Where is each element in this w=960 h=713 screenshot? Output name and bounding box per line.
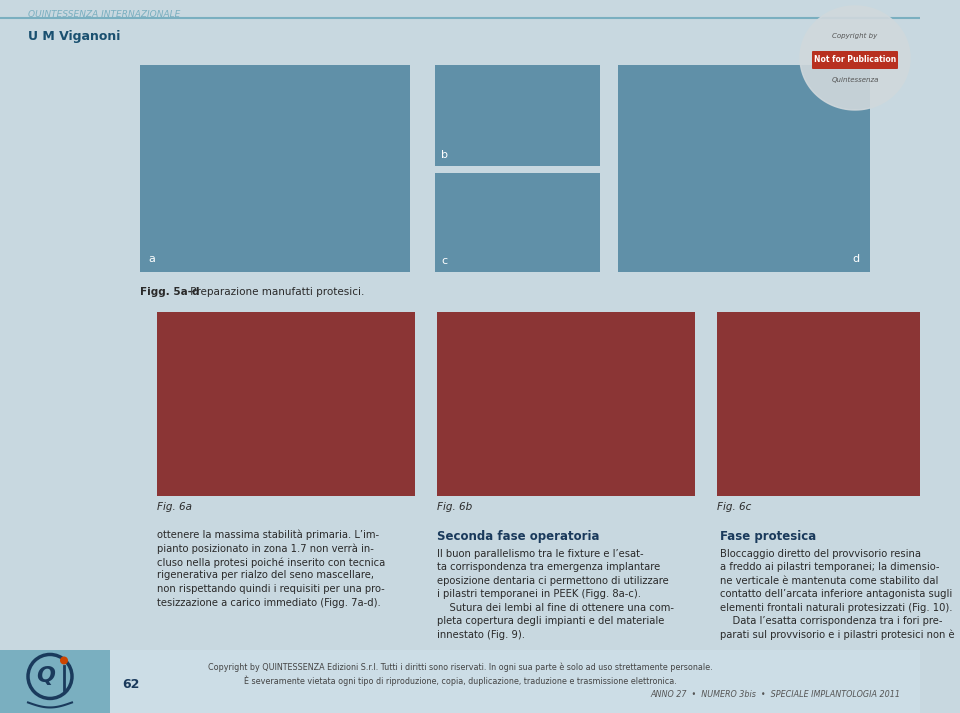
Text: Q: Q — [36, 667, 56, 687]
Text: Copyright by: Copyright by — [832, 33, 877, 39]
Text: QUINTESSENZA INTERNAZIONALE: QUINTESSENZA INTERNAZIONALE — [28, 10, 180, 19]
Text: ANNO 27  •  NUMERO 3bis  •  SPECIALE IMPLANTOLOGIA 2011: ANNO 27 • NUMERO 3bis • SPECIALE IMPLANT… — [650, 690, 900, 699]
Text: c: c — [441, 256, 447, 266]
Text: Fig. 6c: Fig. 6c — [717, 502, 752, 512]
Text: Figg. 5a-d: Figg. 5a-d — [140, 287, 200, 297]
Bar — [140, 65, 410, 272]
Bar — [435, 173, 600, 272]
Text: Sutura dei lembi al fine di ottenere una com-: Sutura dei lembi al fine di ottenere una… — [437, 603, 674, 613]
Text: Not for Publication: Not for Publication — [814, 56, 896, 64]
Text: U M Viganoni: U M Viganoni — [28, 30, 120, 43]
Bar — [437, 312, 695, 496]
Text: b: b — [441, 150, 448, 160]
Circle shape — [60, 657, 68, 665]
Bar — [435, 65, 600, 166]
Text: a: a — [148, 254, 155, 264]
Text: rigenerativa per rialzo del seno mascellare,: rigenerativa per rialzo del seno mascell… — [157, 570, 374, 580]
Text: non rispettando quindi i requisiti per una pro-: non rispettando quindi i requisiti per u… — [157, 584, 385, 594]
Text: cluso nella protesi poiché inserito con tecnica: cluso nella protesi poiché inserito con … — [157, 557, 385, 568]
Text: innestato (Fig. 9).: innestato (Fig. 9). — [437, 630, 525, 640]
Text: elementi frontali naturali protesizzati (Fig. 10).: elementi frontali naturali protesizzati … — [720, 603, 952, 613]
Text: Fase protesica: Fase protesica — [720, 530, 816, 543]
Bar — [0, 650, 920, 713]
Text: parati sul provvisorio e i pilastri protesici non è: parati sul provvisorio e i pilastri prot… — [720, 630, 954, 640]
Polygon shape — [800, 6, 910, 110]
Text: d: d — [852, 254, 859, 264]
Text: contatto dell’arcata inferiore antagonista sugli: contatto dell’arcata inferiore antagonis… — [720, 590, 952, 600]
Text: È severamente vietata ogni tipo di riproduzione, copia, duplicazione, traduzione: È severamente vietata ogni tipo di ripro… — [244, 675, 677, 685]
Text: i pilastri temporanei in PEEK (Figg. 8a-c).: i pilastri temporanei in PEEK (Figg. 8a-… — [437, 590, 641, 600]
Text: Copyright by QUINTESSENZA Edizioni S.r.l. Tutti i diritti sono riservati. In ogn: Copyright by QUINTESSENZA Edizioni S.r.l… — [207, 662, 712, 672]
Text: Il buon parallelismo tra le fixture e l’esat-: Il buon parallelismo tra le fixture e l’… — [437, 549, 643, 559]
Bar — [717, 312, 960, 496]
Text: pleta copertura degli impianti e del materiale: pleta copertura degli impianti e del mat… — [437, 617, 664, 627]
Text: Fig. 6a: Fig. 6a — [157, 502, 192, 512]
Bar — [0, 650, 110, 713]
Text: pianto posizionato in zona 1.7 non verrà in-: pianto posizionato in zona 1.7 non verrà… — [157, 543, 373, 554]
Text: ne verticale è mantenuta come stabilito dal: ne verticale è mantenuta come stabilito … — [720, 576, 938, 586]
Text: tesizzazione a carico immediato (Figg. 7a-d).: tesizzazione a carico immediato (Figg. 7… — [157, 597, 381, 607]
Text: Seconda fase operatoria: Seconda fase operatoria — [437, 530, 599, 543]
Text: ta corrispondenza tra emergenza implantare: ta corrispondenza tra emergenza implanta… — [437, 563, 660, 573]
Text: 62: 62 — [122, 678, 139, 691]
Text: Quintessenza: Quintessenza — [831, 77, 878, 83]
Text: Fig. 6b: Fig. 6b — [437, 502, 472, 512]
Text: Bloccaggio diretto del provvisorio resina: Bloccaggio diretto del provvisorio resin… — [720, 549, 921, 559]
Bar — [618, 65, 870, 272]
Text: ottenere la massima stabilità primaria. L’im-: ottenere la massima stabilità primaria. … — [157, 530, 379, 540]
FancyBboxPatch shape — [812, 51, 898, 69]
Text: Preparazione manufatti protesici.: Preparazione manufatti protesici. — [187, 287, 365, 297]
Text: Data l’esatta corrispondenza tra i fori pre-: Data l’esatta corrispondenza tra i fori … — [720, 617, 943, 627]
Text: eposizione dentaria ci permettono di utilizzare: eposizione dentaria ci permettono di uti… — [437, 576, 669, 586]
Bar — [157, 312, 415, 496]
Text: a freddo ai pilastri temporanei; la dimensio-: a freddo ai pilastri temporanei; la dime… — [720, 563, 940, 573]
